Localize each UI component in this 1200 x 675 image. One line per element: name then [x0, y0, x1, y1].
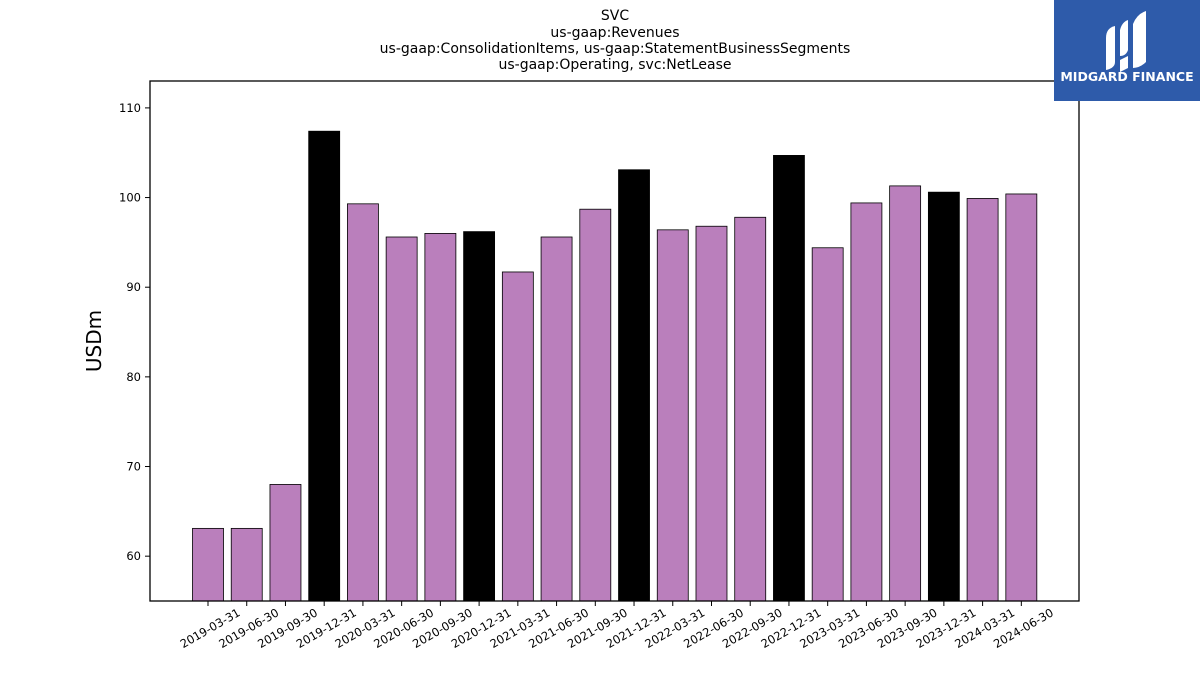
- bar-2024-03-31: [966, 198, 999, 602]
- bar-2022-03-31: [656, 229, 689, 602]
- x-axis: 2019-03-312019-06-302019-09-302019-12-31…: [178, 601, 1056, 651]
- bar-2019-03-31: [192, 527, 224, 602]
- bar-2020-12-31: [463, 231, 496, 602]
- y-tick-label: 90: [126, 280, 141, 294]
- y-tick-label: 100: [119, 191, 141, 205]
- y-tick-label: 110: [119, 101, 141, 115]
- bar-2021-09-30: [579, 208, 612, 602]
- bar-2023-12-31: [927, 191, 960, 602]
- y-tick-label: 80: [126, 370, 141, 384]
- bar-2019-09-30: [269, 484, 302, 602]
- bar-2023-06-30: [850, 202, 883, 602]
- logo-mark-icon: [1106, 11, 1146, 72]
- bars: [192, 130, 1038, 602]
- bar-2023-03-31: [811, 247, 844, 602]
- y-tick-label: 70: [126, 460, 141, 474]
- bar-2021-06-30: [540, 236, 573, 602]
- chart-title-line-4: us-gaap:Operating, svc:NetLease: [499, 57, 732, 73]
- y-tick-label: 60: [126, 549, 141, 563]
- chart-title-line-1: SVC: [601, 8, 629, 24]
- bar-2021-03-31: [501, 271, 534, 602]
- bar-2020-03-31: [347, 203, 379, 602]
- bar-2022-12-31: [773, 155, 805, 602]
- chart-title: SVC us-gaap:Revenues us-gaap:Consolidati…: [380, 8, 851, 73]
- bar-2023-09-30: [889, 185, 922, 602]
- plot-frame: [149, 80, 1080, 602]
- bar-2019-12-31: [308, 130, 341, 602]
- midgard-finance-logo: MIDGARD FINANCE: [1054, 0, 1200, 101]
- y-axis-label: USDm: [82, 310, 106, 372]
- bar-2022-09-30: [734, 216, 767, 602]
- bar-2019-06-30: [230, 527, 263, 602]
- chart-title-line-3: us-gaap:ConsolidationItems, us-gaap:Stat…: [380, 41, 851, 57]
- bar-2020-09-30: [424, 233, 457, 602]
- bar-2021-12-31: [618, 169, 650, 602]
- chart-title-line-2: us-gaap:Revenues: [550, 25, 679, 41]
- logo-text: MIDGARD FINANCE: [1060, 69, 1193, 84]
- bar-2022-06-30: [695, 225, 728, 602]
- bar-2020-06-30: [385, 236, 418, 602]
- bar-2024-06-30: [1005, 193, 1038, 602]
- y-axis: 60 70 80 90 100 110: [119, 101, 150, 563]
